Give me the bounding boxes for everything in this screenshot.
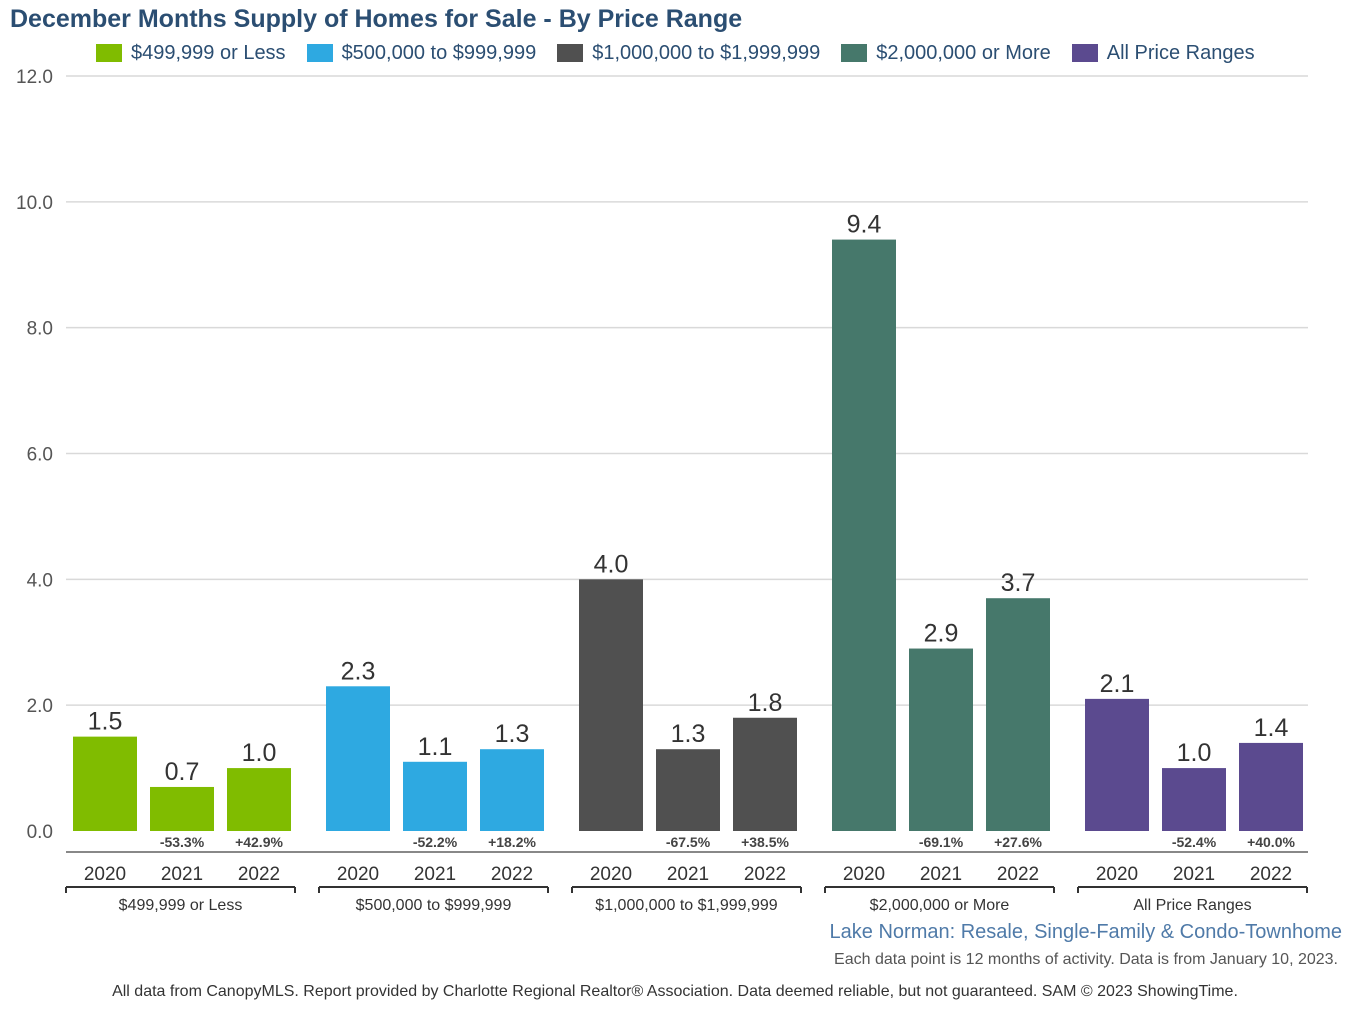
legend-label: $500,000 to $999,999 bbox=[341, 41, 537, 64]
data-note: Each data point is 12 months of activity… bbox=[834, 951, 1338, 968]
bar bbox=[73, 736, 137, 831]
group-bracket bbox=[571, 886, 802, 893]
bar-value-label: 1.1 bbox=[418, 733, 453, 761]
percent-change-label: -52.2% bbox=[413, 834, 458, 850]
legend-swatch bbox=[96, 44, 122, 62]
group-bracket bbox=[824, 886, 1055, 893]
legend-swatch bbox=[1071, 44, 1098, 62]
group-bracket bbox=[65, 886, 296, 893]
x-tick-label: 2021 bbox=[920, 864, 962, 885]
bar-value-label: 1.5 bbox=[88, 708, 123, 736]
chart-title: December Months Supply of Homes for Sale… bbox=[10, 5, 743, 33]
bar bbox=[832, 239, 896, 832]
legend: $499,999 or Less $500,000 to $999,999 $1,0… bbox=[96, 41, 1276, 65]
y-tick-label: 2.0 bbox=[27, 696, 53, 717]
group-label: $1,000,000 to $1,999,999 bbox=[595, 897, 777, 914]
bar bbox=[733, 717, 797, 831]
bar bbox=[403, 761, 467, 831]
bar-value-label: 0.7 bbox=[165, 758, 200, 786]
bar bbox=[986, 598, 1050, 831]
legend-swatch bbox=[557, 44, 584, 62]
percent-change-label: +42.9% bbox=[235, 834, 283, 850]
y-tick-label: 4.0 bbox=[27, 570, 53, 591]
x-tick-label: 2021 bbox=[161, 864, 203, 885]
x-tick-label: 2020 bbox=[337, 864, 379, 885]
bar-value-label: 2.9 bbox=[924, 620, 959, 648]
bar-value-label: 1.8 bbox=[748, 689, 783, 717]
bar bbox=[326, 686, 390, 831]
bar bbox=[656, 749, 720, 831]
bar-value-label: 2.3 bbox=[341, 657, 376, 685]
x-tick-label: 2020 bbox=[84, 864, 126, 885]
bar bbox=[1239, 742, 1303, 831]
y-tick-label: 12.0 bbox=[16, 67, 53, 88]
legend-label: $2,000,000 or More bbox=[876, 41, 1051, 64]
bar bbox=[579, 579, 643, 831]
percent-change-label: -69.1% bbox=[919, 834, 964, 850]
legend-label: All Price Ranges bbox=[1106, 41, 1255, 64]
percent-change-label: +40.0% bbox=[1247, 834, 1295, 850]
bar bbox=[150, 786, 214, 831]
bar-value-label: 1.3 bbox=[495, 720, 530, 748]
y-tick-label: 8.0 bbox=[27, 319, 53, 340]
percent-change-label: -67.5% bbox=[666, 834, 711, 850]
bar bbox=[1162, 768, 1226, 831]
legend-item: $2,000,000 or More bbox=[841, 42, 1051, 65]
group-label: All Price Ranges bbox=[1133, 897, 1251, 914]
x-tick-label: 2022 bbox=[1250, 864, 1292, 885]
y-tick-label: 0.0 bbox=[27, 822, 53, 843]
legend-label: $499,999 or Less bbox=[131, 41, 286, 64]
legend-item: $1,000,000 to $1,999,999 bbox=[557, 42, 820, 65]
bar-value-label: 1.0 bbox=[242, 739, 277, 767]
x-tick-label: 2022 bbox=[744, 864, 786, 885]
chart-subtitle: Lake Norman: Resale, Single-Family & Con… bbox=[829, 921, 1342, 943]
bar-value-label: 1.4 bbox=[1254, 714, 1289, 742]
x-tick-label: 2020 bbox=[1096, 864, 1138, 885]
group-label: $499,999 or Less bbox=[119, 897, 243, 914]
x-tick-label: 2021 bbox=[1173, 864, 1215, 885]
x-tick-label: 2022 bbox=[491, 864, 533, 885]
legend-item: $499,999 or Less bbox=[96, 42, 286, 65]
group-label: $500,000 to $999,999 bbox=[356, 897, 512, 914]
bar-value-label: 2.1 bbox=[1100, 670, 1135, 698]
y-tick-label: 6.0 bbox=[27, 445, 53, 466]
x-tick-label: 2021 bbox=[414, 864, 456, 885]
bar bbox=[909, 648, 973, 831]
x-tick-label: 2022 bbox=[997, 864, 1039, 885]
x-tick-label: 2021 bbox=[667, 864, 709, 885]
percent-change-label: -52.4% bbox=[1172, 834, 1217, 850]
x-tick-label: 2020 bbox=[843, 864, 885, 885]
percent-change-label: +38.5% bbox=[741, 834, 789, 850]
percent-change-label: +18.2% bbox=[488, 834, 536, 850]
legend-item: $500,000 to $999,999 bbox=[306, 41, 537, 65]
bar-value-label: 3.7 bbox=[1001, 569, 1036, 597]
group-label: $2,000,000 or More bbox=[870, 897, 1010, 914]
bar bbox=[480, 749, 544, 831]
bar-value-label: 1.0 bbox=[1177, 739, 1212, 767]
bar-value-label: 1.3 bbox=[671, 720, 706, 748]
legend-swatch bbox=[841, 44, 868, 62]
legend-item: All Price Ranges bbox=[1071, 41, 1255, 65]
footer-disclaimer: All data from CanopyMLS. Report provided… bbox=[112, 983, 1238, 1000]
bar bbox=[1085, 698, 1149, 831]
bar-value-label: 4.0 bbox=[594, 550, 629, 578]
y-tick-label: 10.0 bbox=[16, 193, 53, 214]
percent-change-label: -53.3% bbox=[160, 834, 205, 850]
group-bracket bbox=[1077, 886, 1308, 893]
bar bbox=[227, 768, 291, 831]
x-tick-label: 2022 bbox=[238, 864, 280, 885]
legend-swatch bbox=[306, 44, 333, 62]
bar-value-label: 9.4 bbox=[847, 211, 882, 239]
percent-change-label: +27.6% bbox=[994, 834, 1042, 850]
x-tick-label: 2020 bbox=[590, 864, 632, 885]
legend-label: $1,000,000 to $1,999,999 bbox=[592, 41, 821, 64]
group-bracket bbox=[318, 886, 549, 893]
